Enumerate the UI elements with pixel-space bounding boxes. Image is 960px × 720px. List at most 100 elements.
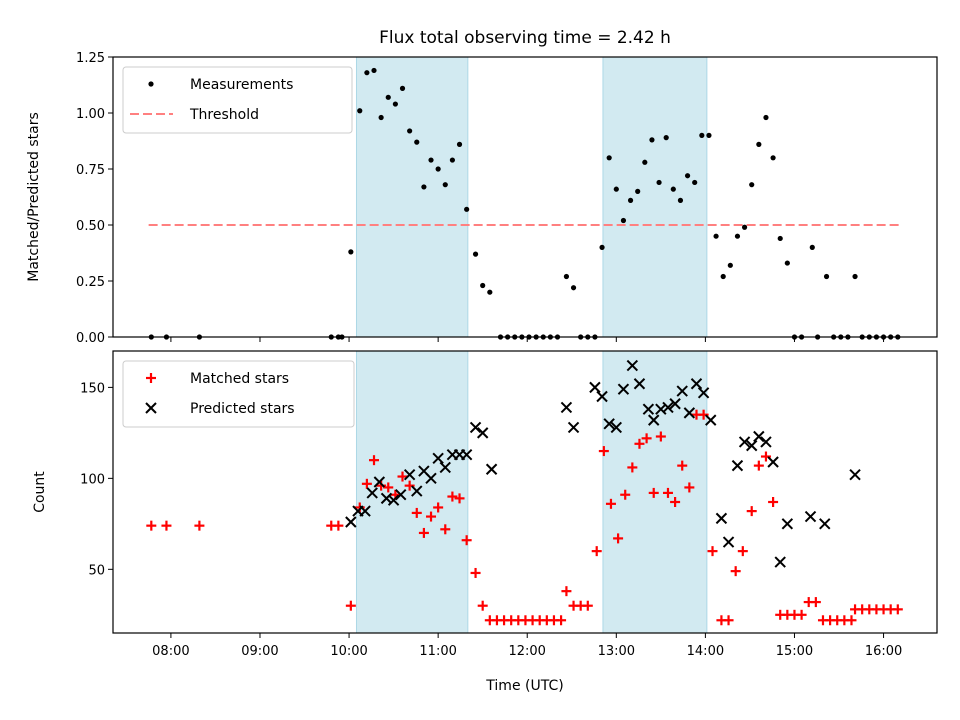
observing-interval-shade [355,56,469,338]
data-point [605,498,616,509]
top-panel: 0.00 0.25 0.50 0.75 1.00 1.25 Measurements Thre… [76,51,938,346]
data-point [460,448,473,461]
data-point [373,476,386,488]
data-point [784,260,790,266]
y-tick-label: 1.00 [76,107,105,122]
x-tick-label: 13:00 [598,644,635,659]
data-point [397,471,408,482]
x-tick-label: 15:00 [776,644,813,659]
data-point [361,478,372,489]
data-point [472,251,479,257]
data-point [435,166,441,172]
top-y-axis-label: Matched/Predicted stars [26,112,42,282]
data-point [582,600,593,611]
data-point [477,600,488,611]
legend-marker [148,81,154,87]
data-point [804,510,817,523]
data-point [439,461,451,474]
data-point [442,182,448,188]
data-point [823,273,830,280]
data-point [345,600,356,611]
data-point [676,385,688,397]
data-point [383,482,394,493]
data-point [819,518,831,530]
data-point [707,546,718,557]
data-point [392,101,398,107]
data-point [633,378,646,390]
data-point [610,421,623,434]
data-point [626,359,639,372]
x-axis-label: Time (UTC) [485,678,563,694]
data-point [426,511,437,522]
data-point [359,505,371,517]
data-point [348,249,354,255]
data-point [684,482,695,493]
y-tick-label: 0.00 [76,331,105,346]
data-point [656,179,662,186]
data-point [376,480,387,491]
data-point [371,67,377,74]
data-point [627,197,634,203]
data-point [407,128,413,134]
data-point [464,206,470,212]
data-point [809,244,815,250]
data-point [737,546,748,557]
data-point [649,137,655,143]
x-tick-label: 16:00 [865,644,902,659]
data-point [723,615,734,626]
data-point [677,197,684,203]
data-point [476,427,489,439]
data-point [734,233,741,239]
legend-box [122,360,355,428]
legend-marker [145,402,157,414]
data-point [411,507,422,518]
data-point [596,390,608,403]
legend: Measurements Threshold [122,66,353,134]
legend: Matched stars Predicted stars [122,360,355,428]
data-point [648,414,660,426]
data-point [428,157,434,163]
data-point [749,182,755,188]
data-point [705,414,717,426]
data-point [662,487,673,498]
y-tick-label: 0.50 [76,219,105,234]
data-point [447,491,458,502]
x-tick-label: 09:00 [241,644,278,659]
data-point [767,456,779,468]
data-point [454,493,465,504]
data-point [670,186,676,192]
legend-label: Matched stars [190,371,289,387]
data-point [591,546,602,557]
plot-frame [112,350,938,634]
data-point [560,401,573,414]
data-point [642,403,655,415]
data-point [589,381,601,394]
data-point [385,94,391,100]
y-tick-label: 100 [80,472,105,487]
data-point [369,455,380,466]
data-point [713,233,719,239]
data-point [756,141,762,147]
data-point [777,235,783,242]
data-point [146,520,157,531]
data-point [722,536,735,548]
data-point [635,188,641,194]
data-point [613,533,624,544]
legend-marker [146,373,156,383]
data-point [449,157,455,163]
data-point [456,141,463,147]
data-point [354,502,365,513]
data-point [648,487,659,498]
data-point [620,489,631,500]
data-point [670,497,681,508]
data-point [781,518,794,530]
data-point [715,512,728,525]
data-point [461,535,472,546]
data-point [720,273,726,280]
y-tick-label: 50 [88,563,105,578]
data-point [706,132,712,138]
y-tick-label: 0.75 [76,163,105,178]
data-point [690,378,703,390]
legend-label: Measurements [190,77,293,93]
data-point [433,502,444,513]
